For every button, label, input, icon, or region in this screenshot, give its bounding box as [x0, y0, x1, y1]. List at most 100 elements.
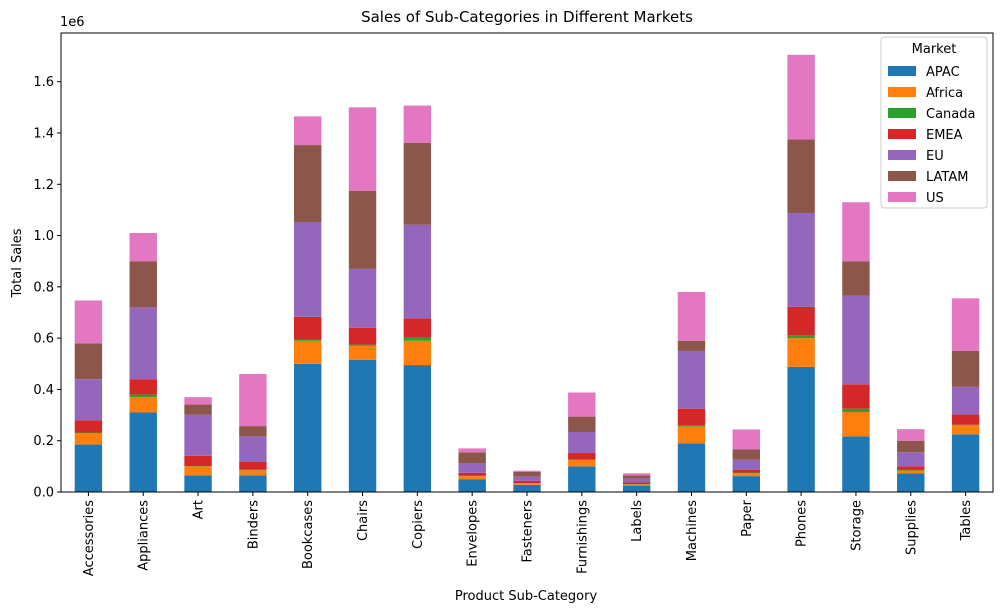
bar-phones-emea [787, 306, 815, 336]
x-tick-label-chairs: Chairs [356, 500, 371, 541]
x-tick-label-copiers: Copiers [411, 500, 426, 549]
legend-label-emea: EMEA [926, 128, 963, 143]
bar-labels-emea [622, 482, 651, 485]
bar-art-emea [184, 455, 212, 467]
x-tick-label-tables: Tables [959, 500, 974, 542]
bar-envelopes-latam [458, 452, 486, 464]
bar-machines-us [677, 291, 706, 341]
bar-supplies-latam [897, 440, 925, 453]
y-tick-label: 0.0 [33, 486, 54, 501]
bar-supplies-us [897, 429, 925, 441]
bar-supplies-emea [897, 466, 925, 470]
y-tick-label: 1.4 [33, 127, 54, 142]
bar-paper-eu [732, 459, 760, 470]
bar-copiers-apac [403, 365, 432, 492]
x-tick-label-fasteners: Fasteners [521, 500, 536, 563]
bar-labels-apac [622, 485, 651, 492]
bar-storage-apac [842, 436, 870, 492]
bar-furnishings-eu [568, 431, 596, 454]
bar-appliances-apac [129, 412, 157, 492]
bar-copiers-emea [403, 318, 432, 338]
y-tick-label: 1.0 [33, 229, 54, 244]
bar-storage-africa [842, 411, 870, 437]
x-tick-label-accessories: Accessories [82, 500, 97, 576]
bar-machines-eu [677, 350, 706, 409]
bar-art-africa [184, 466, 212, 476]
bar-phones-latam [787, 139, 815, 214]
bar-accessories-latam [74, 343, 103, 380]
bar-supplies-apac [897, 473, 925, 492]
legend-swatch-canada [888, 108, 916, 118]
bar-tables-apac [951, 434, 980, 492]
bar-copiers-eu [403, 224, 432, 319]
chart-title: Sales of Sub-Categories in Different Mar… [361, 8, 693, 26]
bar-fasteners-eu [513, 476, 541, 481]
bar-binders-emea [239, 461, 267, 470]
bar-bookcases-apac [294, 363, 322, 492]
x-tick-label-paper: Paper [740, 499, 755, 536]
bar-paper-emea [732, 469, 760, 473]
x-axis-title: Product Sub-Category [455, 589, 598, 604]
bar-furnishings-emea [568, 453, 596, 460]
bar-paper-us [732, 429, 760, 450]
bar-accessories-emea [74, 420, 103, 433]
bar-supplies-canada [897, 469, 925, 471]
y-tick-label: 0.6 [33, 332, 54, 347]
x-tick-label-binders: Binders [246, 500, 261, 549]
bar-furnishings-apac [568, 466, 596, 492]
bar-phones-africa [787, 338, 815, 367]
legend-label-latam: LATAM [926, 170, 968, 185]
bar-machines-emea [677, 408, 706, 426]
bar-chairs-canada [348, 344, 377, 346]
legend-title: Market [912, 42, 957, 57]
bar-chairs-apac [348, 359, 377, 492]
x-tick-label-supplies: Supplies [904, 500, 919, 555]
bar-tables-us [951, 298, 980, 351]
bar-chairs-eu [348, 268, 377, 328]
bar-envelopes-africa [458, 476, 486, 480]
y-tick-label: 0.4 [33, 383, 54, 398]
y-tick-label: 1.2 [33, 178, 54, 193]
y-axis-title: Total Sales [10, 228, 25, 298]
bar-chairs-africa [348, 345, 377, 360]
bar-binders-us [239, 374, 267, 427]
bar-supplies-eu [897, 452, 925, 467]
bar-copiers-us [403, 105, 432, 143]
bar-furnishings-canada [568, 459, 596, 460]
x-tick-label-machines: Machines [685, 500, 700, 561]
bar-accessories-apac [74, 444, 103, 492]
legend-box [880, 36, 988, 209]
bar-art-latam [184, 404, 212, 415]
x-tick-label-furnishings: Furnishings [575, 500, 590, 574]
bar-storage-emea [842, 384, 870, 409]
bar-phones-canada [787, 335, 815, 339]
bar-accessories-eu [74, 379, 103, 421]
bar-envelopes-us [458, 448, 486, 453]
x-tick-label-bookcases: Bookcases [301, 500, 316, 569]
bar-machines-africa [677, 426, 706, 444]
bar-paper-africa [732, 473, 760, 477]
bar-bookcases-latam [294, 145, 322, 222]
legend-label-eu: EU [926, 149, 944, 164]
bar-appliances-us [129, 233, 157, 262]
bar-chairs-emea [348, 327, 377, 345]
bar-tables-latam [951, 350, 980, 387]
y-axis-offset-label: 1e6 [60, 15, 85, 30]
bar-supplies-africa [897, 470, 925, 474]
bar-fasteners-africa [513, 483, 541, 485]
bar-envelopes-apac [458, 479, 486, 492]
legend-swatch-emea [888, 129, 916, 139]
bar-bookcases-eu [294, 221, 322, 317]
y-tick-label: 0.2 [33, 434, 54, 449]
y-tick-label: 0.8 [33, 280, 54, 295]
bar-tables-africa [951, 425, 980, 435]
bar-tables-eu [951, 386, 980, 415]
bar-paper-apac [732, 476, 760, 492]
bar-tables-emea [951, 414, 980, 425]
x-tick-label-storage: Storage [849, 500, 864, 551]
bar-labels-us [622, 473, 651, 476]
bar-accessories-us [74, 300, 103, 344]
bar-furnishings-africa [568, 459, 596, 467]
bars-group [74, 54, 980, 492]
